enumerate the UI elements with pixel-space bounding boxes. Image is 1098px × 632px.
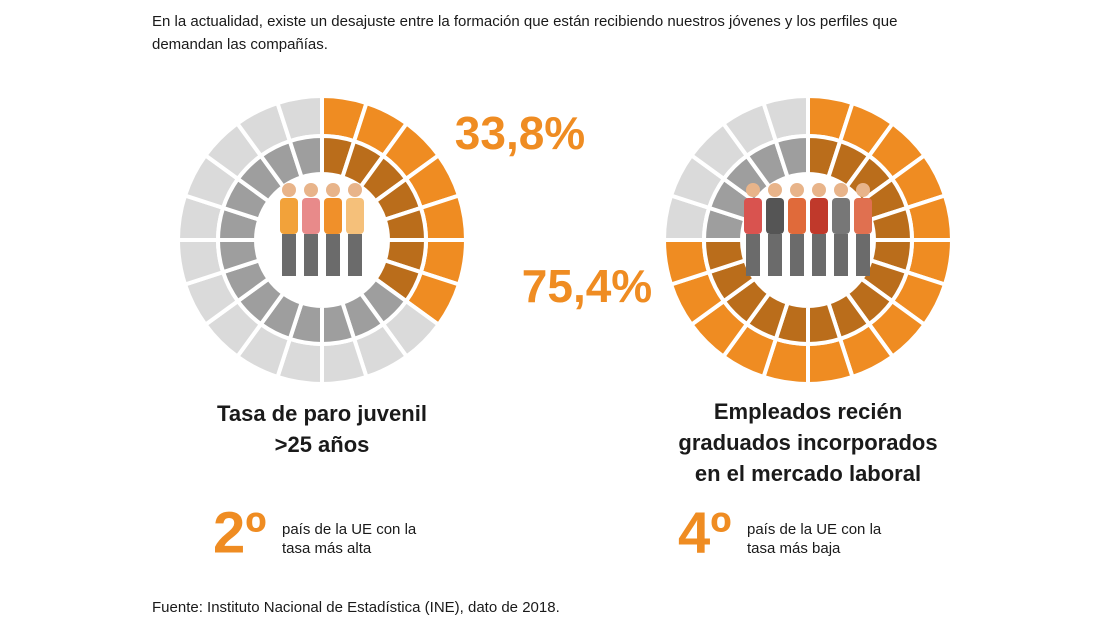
person-body <box>810 198 828 234</box>
ring-title: >25 años <box>275 432 370 457</box>
intro-line: En la actualidad, existe un desajuste en… <box>152 13 897 30</box>
rank-text: tasa más baja <box>747 540 841 557</box>
person-body <box>832 198 850 234</box>
source: Fuente: Instituto Nacional de Estadístic… <box>152 599 560 616</box>
person-head <box>790 183 804 197</box>
person-head <box>856 183 870 197</box>
person-head <box>834 183 848 197</box>
person-legs <box>812 234 826 276</box>
person-body <box>346 198 364 234</box>
ring-segment-empty-inner <box>773 133 810 180</box>
person-legs <box>746 234 760 276</box>
person-body <box>302 198 320 234</box>
person-body <box>854 198 872 234</box>
person-body <box>280 198 298 234</box>
person-head <box>326 183 340 197</box>
person-body <box>744 198 762 234</box>
person-legs <box>790 234 804 276</box>
ring <box>661 93 955 387</box>
people-illustration <box>280 183 364 276</box>
person-body <box>766 198 784 234</box>
person-legs <box>768 234 782 276</box>
ring-title: graduados incorporados <box>678 430 937 455</box>
ring <box>175 93 469 387</box>
ring-segment-empty-inner <box>287 133 324 180</box>
person-head <box>812 183 826 197</box>
ring-title: Empleados recién <box>714 399 902 424</box>
rank-text: país de la UE con la <box>282 521 417 538</box>
person-legs <box>326 234 340 276</box>
person-head <box>304 183 318 197</box>
rank: 2º <box>213 500 266 565</box>
person-body <box>324 198 342 234</box>
value-label: 75,4% <box>522 260 652 312</box>
person-legs <box>282 234 296 276</box>
rank: 4º <box>678 500 731 565</box>
person-legs <box>304 234 318 276</box>
person-legs <box>856 234 870 276</box>
ring-title: en el mercado laboral <box>695 461 921 486</box>
person-legs <box>348 234 362 276</box>
person-head <box>282 183 296 197</box>
ring-title: Tasa de paro juvenil <box>217 401 427 426</box>
rank-text: tasa más alta <box>282 540 372 557</box>
intro-line: demandan las compañías. <box>152 36 328 53</box>
value-label: 33,8% <box>455 107 585 159</box>
people-illustration <box>744 183 872 276</box>
person-legs <box>834 234 848 276</box>
person-body <box>788 198 806 234</box>
person-head <box>746 183 760 197</box>
person-head <box>768 183 782 197</box>
rank-text: país de la UE con la <box>747 521 882 538</box>
person-head <box>348 183 362 197</box>
